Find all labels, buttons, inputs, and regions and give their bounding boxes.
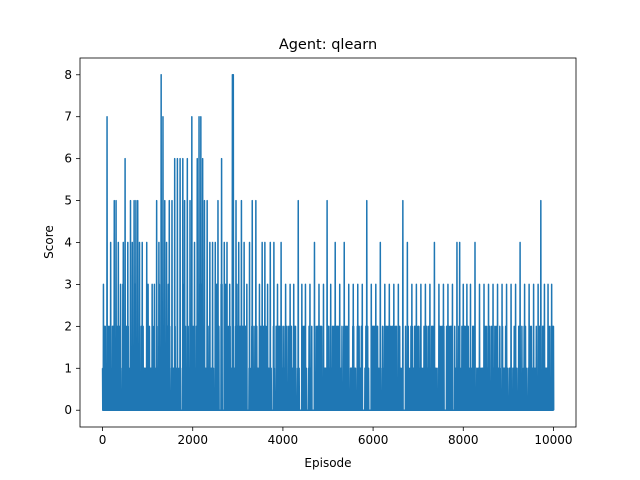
y-tick-label: 7 <box>64 110 72 124</box>
x-tick-label: 2000 <box>177 433 208 447</box>
series-line-group <box>101 74 555 411</box>
plot-area <box>101 74 555 411</box>
y-tick-label: 5 <box>64 194 72 208</box>
y-tick-label: 3 <box>64 277 72 291</box>
y-tick-label: 1 <box>64 361 72 375</box>
chart-title: Agent: qlearn <box>279 37 377 53</box>
y-axis-ticks: 0 1 2 3 4 5 6 7 8 <box>64 68 80 417</box>
x-tick-label: 4000 <box>268 433 299 447</box>
x-tick-label: 10000 <box>534 433 572 447</box>
x-tick-label: 0 <box>99 433 107 447</box>
x-tick-label: 8000 <box>448 433 479 447</box>
y-tick-label: 6 <box>64 152 72 166</box>
x-axis-label: Episode <box>304 456 351 470</box>
x-axis-ticks: 0 2000 4000 6000 8000 10000 <box>99 427 573 447</box>
x-tick-label: 6000 <box>358 433 389 447</box>
series-line <box>101 74 555 411</box>
y-tick-label: 8 <box>64 68 72 82</box>
y-tick-label: 4 <box>64 236 72 250</box>
y-axis-label: Score <box>42 225 56 259</box>
y-tick-label: 0 <box>64 403 72 417</box>
y-tick-label: 2 <box>64 319 72 333</box>
